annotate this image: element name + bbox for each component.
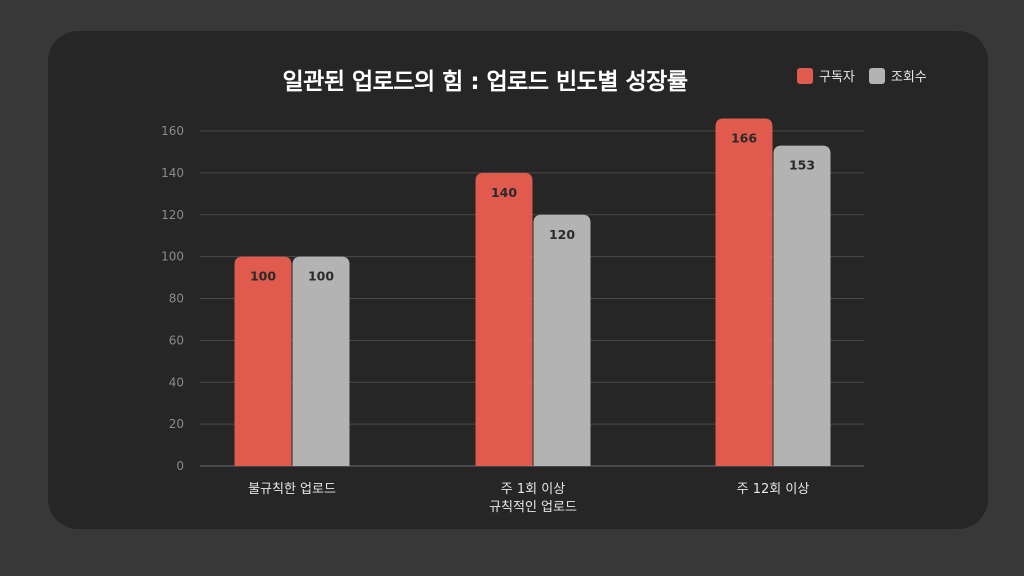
legend-item-views: 조회수 [868,66,927,85]
y-tick-label: 140 [161,166,184,180]
bar [234,256,292,466]
y-tick-label: 100 [161,250,184,264]
x-category-label: 불규칙한 업로드 [248,482,336,497]
bar-value-label: 100 [250,269,276,284]
legend-label-views: 조회수 [890,70,927,85]
y-tick-label: 120 [161,208,184,222]
bar-value-label: 120 [549,227,575,242]
legend-swatch-subscribers [797,67,813,84]
bar [533,214,591,466]
bar-value-label: 140 [491,185,517,200]
x-category-label: 주 12회 이상 [737,482,810,497]
y-tick-label: 60 [169,333,184,347]
y-tick-label: 160 [161,124,184,138]
chart-legend: 구독자 조회수 [797,66,927,85]
bar [292,256,350,466]
x-category-label: 주 1회 이상 [501,482,565,497]
y-tick-label: 80 [169,292,184,306]
bar-value-label: 166 [731,130,757,145]
y-tick-label: 0 [176,459,184,473]
bar-value-label: 153 [789,158,815,173]
y-tick-label: 20 [169,417,184,431]
bar [475,172,533,466]
y-tick-label: 40 [169,375,184,389]
bar-value-label: 100 [308,269,334,284]
x-category-label: 규칙적인 업로드 [489,500,577,515]
legend-item-subscribers: 구독자 [797,66,855,85]
legend-label-subscribers: 구독자 [819,70,855,85]
chart-title: 일관된 업로드의 힘 : 업로드 빈도별 성장률 [282,69,688,95]
legend-swatch-views [868,67,885,84]
bar [773,145,831,466]
bar [715,118,773,466]
